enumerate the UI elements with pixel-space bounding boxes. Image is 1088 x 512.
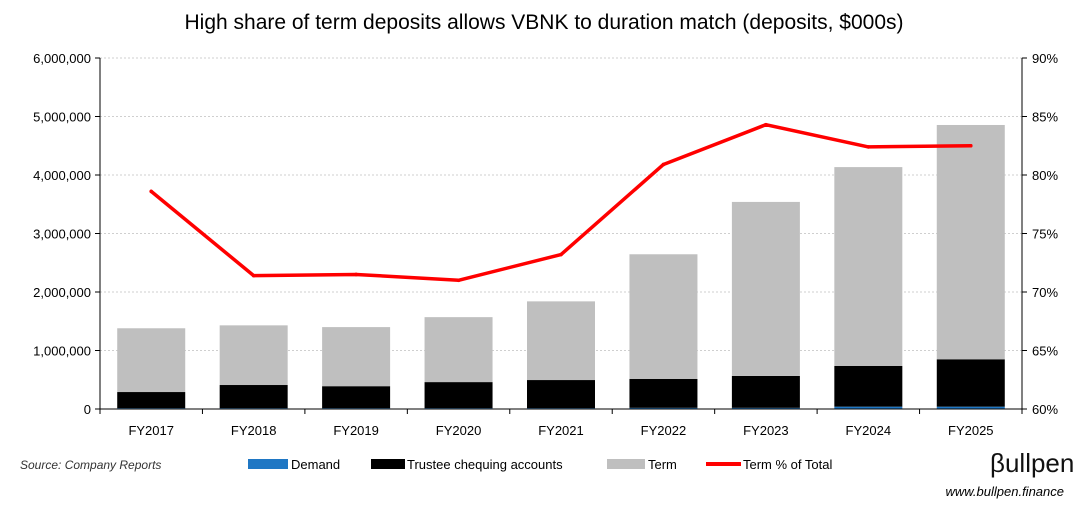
term-share-point-fy2018 xyxy=(251,273,256,278)
bar-trustee-chequing-accounts-fy2019 xyxy=(322,386,391,409)
legend-swatch-demand xyxy=(248,459,288,469)
term-share-point-fy2023 xyxy=(764,122,768,127)
brand-logo: βullpen xyxy=(990,448,1074,478)
right-tick-label: 60% xyxy=(1032,402,1058,417)
term-share-point-fy2022 xyxy=(661,162,666,167)
x-tick-label: FY2017 xyxy=(128,423,174,438)
term-share-point-fy2024 xyxy=(866,145,871,149)
legend-label-trustee: Trustee chequing accounts xyxy=(407,457,563,472)
bar-demand-fy2022 xyxy=(629,407,698,409)
legend-label-demand: Demand xyxy=(291,457,340,472)
bar-trustee-chequing-accounts-fy2017 xyxy=(117,392,186,409)
bar-demand-fy2024 xyxy=(834,406,903,409)
term-share-point-fy2017 xyxy=(149,189,154,194)
bar-term-fy2018 xyxy=(219,325,288,386)
left-tick-label: 3,000,000 xyxy=(33,227,91,242)
right-tick-label: 70% xyxy=(1032,285,1058,300)
chart-title: High share of term deposits allows VBNK … xyxy=(184,11,903,34)
term-share-line xyxy=(149,122,973,283)
x-tick-label: FY2023 xyxy=(743,423,789,438)
x-tick-label: FY2018 xyxy=(231,423,277,438)
right-tick-label: 65% xyxy=(1032,344,1058,359)
right-tick-label: 90% xyxy=(1032,51,1058,66)
x-tick-label: FY2025 xyxy=(948,423,994,438)
term-share-point-fy2019 xyxy=(354,272,358,277)
right-tick-label: 80% xyxy=(1032,168,1058,183)
legend-swatch-trustee xyxy=(371,459,405,469)
bar-term-fy2020 xyxy=(424,317,493,383)
x-tick-label: FY2019 xyxy=(333,423,379,438)
right-tick-label: 75% xyxy=(1032,227,1058,242)
left-tick-label: 2,000,000 xyxy=(33,285,91,300)
legend-label-term: Term xyxy=(648,457,677,472)
tick-labels: 0 1,000,000 2,000,000 3,000,000 4,000,000 5,0… xyxy=(33,51,1058,438)
bar-term-fy2024 xyxy=(834,167,903,367)
bar-trustee-chequing-accounts-fy2025 xyxy=(936,359,1005,407)
x-tick-label: FY2021 xyxy=(538,423,584,438)
term-share-point-fy2025 xyxy=(968,143,973,148)
bars xyxy=(117,124,1005,409)
term-share-point-fy2021 xyxy=(559,252,563,257)
bar-trustee-chequing-accounts-fy2018 xyxy=(219,385,288,409)
x-tick-label: FY2022 xyxy=(641,423,687,438)
bar-demand-fy2023 xyxy=(731,407,800,409)
left-tick-label: 0 xyxy=(84,402,91,417)
bar-term-fy2025 xyxy=(936,124,1005,360)
source-note: Source: Company Reports xyxy=(20,458,161,472)
brand-url[interactable]: www.bullpen.finance xyxy=(945,484,1064,499)
bar-term-fy2021 xyxy=(527,301,595,381)
left-tick-label: 1,000,000 xyxy=(33,344,91,359)
bar-term-fy2022 xyxy=(629,254,698,379)
left-tick-label: 5,000,000 xyxy=(33,110,91,125)
bar-trustee-chequing-accounts-fy2024 xyxy=(834,366,903,407)
bar-term-fy2019 xyxy=(322,327,391,387)
x-tick-label: FY2024 xyxy=(846,423,892,438)
legend-swatch-term xyxy=(607,459,645,469)
bar-term-fy2023 xyxy=(731,201,800,376)
term-share-point-fy2020 xyxy=(456,278,461,283)
legend: Demand Trustee chequing accounts Term Te… xyxy=(248,457,832,472)
left-tick-label: 4,000,000 xyxy=(33,168,91,183)
x-tick-label: FY2020 xyxy=(436,423,482,438)
bar-demand-fy2025 xyxy=(936,406,1005,409)
bar-trustee-chequing-accounts-fy2020 xyxy=(424,382,493,409)
right-tick-label: 85% xyxy=(1032,110,1058,125)
bar-trustee-chequing-accounts-fy2023 xyxy=(731,375,800,408)
bar-trustee-chequing-accounts-fy2021 xyxy=(527,380,595,409)
axes xyxy=(95,57,1027,414)
bar-trustee-chequing-accounts-fy2022 xyxy=(629,378,698,408)
bar-term-fy2017 xyxy=(117,328,186,393)
left-tick-label: 6,000,000 xyxy=(33,51,91,66)
legend-label-term-share: Term % of Total xyxy=(743,457,832,472)
